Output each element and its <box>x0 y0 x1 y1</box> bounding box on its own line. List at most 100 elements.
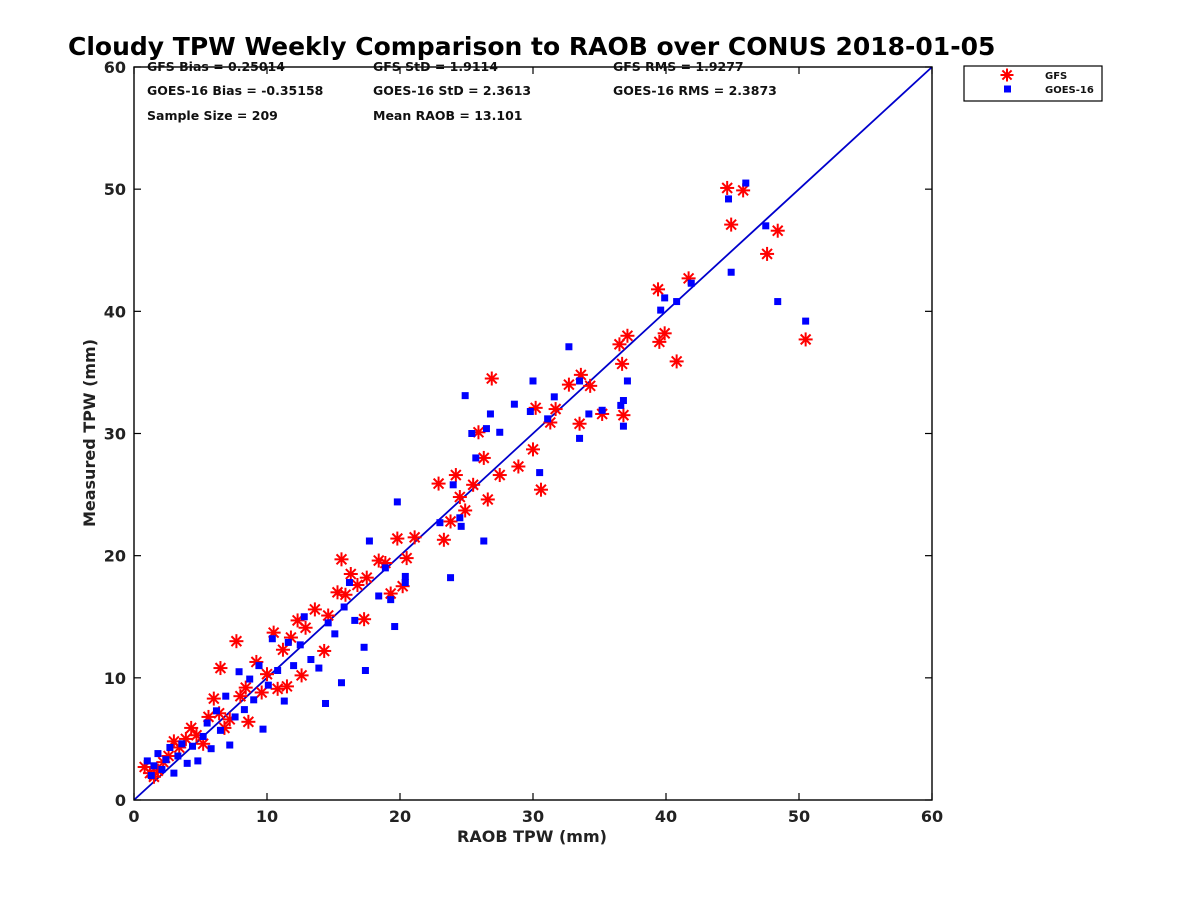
gfs-point <box>724 217 739 232</box>
goes16-point <box>550 393 558 401</box>
goes16-point <box>617 401 625 409</box>
goes16-point <box>231 713 239 721</box>
goes16-point <box>365 537 373 545</box>
y-tick-label: 60 <box>104 58 126 77</box>
gfs-point <box>770 223 785 238</box>
gfs-point <box>583 378 598 393</box>
x-tick-label: 50 <box>788 807 810 826</box>
goes16-point <box>687 279 695 287</box>
goes16-point <box>657 306 665 314</box>
y-axis-label: Measured TPW (mm) <box>80 339 99 527</box>
y-tick-label: 40 <box>104 302 126 321</box>
goes16-point <box>468 430 476 437</box>
goes16-point <box>436 519 444 527</box>
gfs-point <box>561 377 576 392</box>
gfs-point <box>760 246 775 261</box>
gfs-point <box>652 334 667 349</box>
goes16-point <box>216 726 224 734</box>
x-tick-label: 40 <box>655 807 677 826</box>
gfs-point <box>275 642 290 657</box>
goes16-point <box>401 579 409 587</box>
gfs-point <box>431 476 446 491</box>
goes16-point <box>565 343 573 351</box>
chart-title: Cloudy TPW Weekly Comparison to RAOB ove… <box>68 32 995 61</box>
goes16-point <box>300 613 308 621</box>
goes16-point <box>307 656 315 664</box>
stat-goes-rms: GOES-16 RMS = 2.3873 <box>613 83 777 98</box>
gfs-point <box>572 416 587 431</box>
goes16-point <box>576 434 584 442</box>
goes16-point <box>250 696 258 704</box>
goes16-point <box>673 298 681 306</box>
gfs-point <box>443 514 458 529</box>
goes16-point <box>461 392 469 400</box>
goes16-point <box>661 294 669 302</box>
goes16-point <box>544 415 552 423</box>
goes16-point <box>375 592 383 600</box>
goes16-point <box>381 564 389 572</box>
gfs-point <box>260 667 274 682</box>
gfs-point <box>612 337 627 352</box>
goes16-point <box>337 679 345 687</box>
gfs-point <box>657 326 672 341</box>
goes16-point <box>457 522 465 530</box>
goes16-point <box>576 377 584 385</box>
gfs-point <box>270 681 285 696</box>
gfs-point <box>317 643 332 658</box>
goes16-point <box>482 425 490 433</box>
goes16-point <box>274 667 282 675</box>
x-axis-label: RAOB TPW (mm) <box>457 827 607 846</box>
gfs-point <box>233 689 248 704</box>
goes16-point <box>280 697 288 705</box>
gfs-point <box>669 354 684 369</box>
gfs-point <box>279 679 294 694</box>
gfs-point <box>359 570 374 585</box>
goes16-point <box>536 469 544 477</box>
stat-mean-raob: Mean RAOB = 13.101 <box>373 108 522 123</box>
stat-goes-bias: GOES-16 Bias = -0.35158 <box>147 83 323 98</box>
goes16-point <box>284 638 292 646</box>
goes16-point <box>207 745 215 753</box>
goes16-point <box>340 603 348 611</box>
gfs-point <box>407 530 422 545</box>
stat-gfs-std: GFS StD = 1.9114 <box>373 59 498 74</box>
gfs-point <box>448 468 463 483</box>
goes16-point <box>619 397 627 405</box>
legend: GFS GOES-16 <box>963 65 1103 102</box>
gfs-point <box>548 402 563 417</box>
goes16-point <box>183 759 191 767</box>
goes16-point <box>150 762 158 770</box>
gfs-point <box>452 490 467 505</box>
y-tick-label: 10 <box>104 669 126 688</box>
gfs-point <box>466 477 481 492</box>
stat-goes-std: GOES-16 StD = 2.3613 <box>373 83 531 98</box>
goes16-point <box>315 664 323 672</box>
goes16-point <box>259 725 267 733</box>
goes16-point <box>290 662 298 670</box>
goes16-point <box>162 756 170 764</box>
gfs-point <box>399 551 414 566</box>
stat-gfs-bias: GFS Bias = 0.25014 <box>147 59 285 74</box>
legend-gfs-asterisk <box>1000 68 1014 82</box>
gfs-point <box>511 459 526 474</box>
goes16-point <box>246 675 254 683</box>
goes16-point <box>526 408 534 416</box>
goes16-point <box>742 179 750 187</box>
gfs-point <box>720 180 735 195</box>
y-tick-label: 0 <box>115 791 126 810</box>
goes16-point <box>222 692 230 700</box>
gfs-point <box>229 634 244 649</box>
goes16-point <box>391 623 399 631</box>
gfs-point <box>484 371 499 386</box>
gfs-point <box>298 620 313 635</box>
goes16-point <box>240 706 248 714</box>
goes16-point <box>762 222 770 230</box>
stats-annotations: GFS Bias = 0.25014 GFS StD = 1.9114 GFS … <box>147 59 777 123</box>
stat-gfs-rms: GFS RMS = 1.9277 <box>613 59 744 74</box>
goes16-point <box>623 377 631 385</box>
goes16-point <box>154 750 162 758</box>
gfs-point <box>798 332 813 347</box>
gfs-point <box>184 720 199 735</box>
goes16-point <box>268 635 276 643</box>
